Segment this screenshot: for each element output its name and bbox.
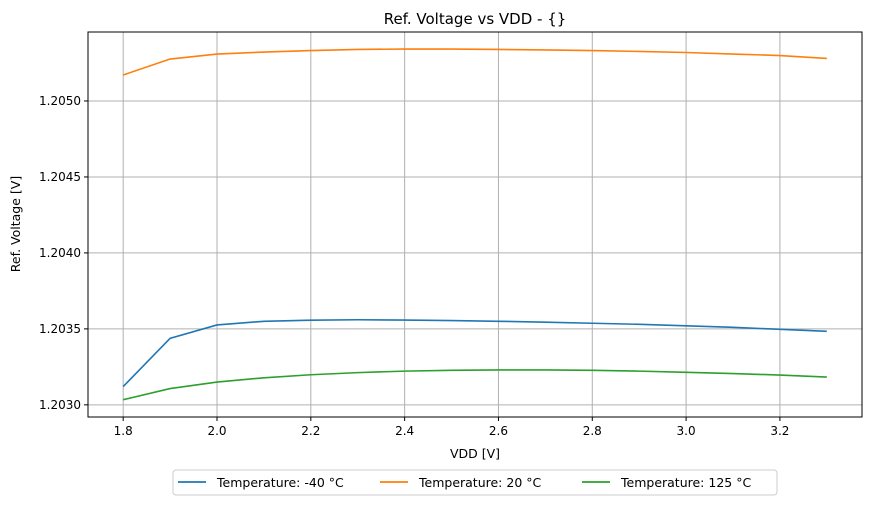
y-tick-label: 1.2030 (39, 398, 81, 412)
x-tick-label: 1.8 (114, 424, 133, 438)
legend-label: Temperature: 125 °C (620, 475, 751, 490)
x-tick-label: 2.4 (395, 424, 414, 438)
plot-frame (87, 31, 863, 418)
chart-title: Ref. Voltage vs VDD - {} (384, 10, 567, 28)
series-line (122, 369, 827, 401)
x-tick-label: 2.2 (301, 424, 320, 438)
y-tick-label: 1.2050 (39, 94, 81, 108)
y-axis-label: Ref. Voltage [V] (8, 176, 23, 272)
series-line (122, 48, 827, 76)
legend-label: Temperature: 20 °C (418, 475, 541, 490)
y-tick-label: 1.2035 (39, 322, 81, 336)
x-tick-label: 3.2 (770, 424, 789, 438)
x-tick-label: 3.0 (677, 424, 696, 438)
x-tick-label: 2.0 (207, 424, 226, 438)
x-tick-label: 2.8 (583, 424, 602, 438)
x-tick-label: 2.6 (489, 424, 508, 438)
series-line (122, 318, 827, 388)
x-axis-label: VDD [V] (450, 446, 500, 461)
y-tick-label: 1.2045 (39, 170, 81, 184)
legend-label: Temperature: -40 °C (216, 475, 344, 490)
y-tick-label: 1.2040 (39, 246, 81, 260)
legend: Temperature: -40 °C Temperature: 20 °C Tem… (172, 469, 778, 496)
